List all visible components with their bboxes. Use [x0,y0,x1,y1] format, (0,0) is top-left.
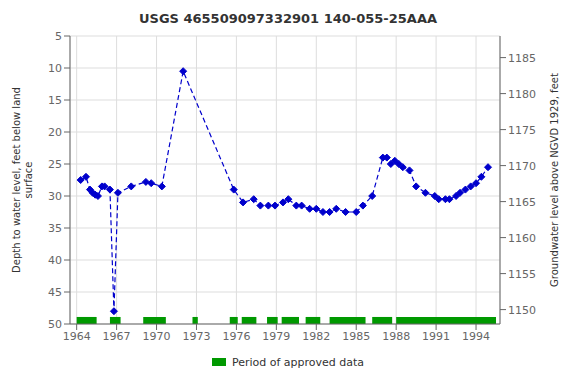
svg-text:1985: 1985 [342,330,370,343]
svg-text:1970: 1970 [143,330,171,343]
svg-text:Depth to water level, feet bel: Depth to water level, feet below landsur… [11,87,34,273]
svg-text:1976: 1976 [222,330,250,343]
svg-text:10: 10 [48,62,62,75]
html-text:Period of approved data: Period of approved data [231,355,365,369]
svg-text:1165: 1165 [508,196,536,209]
svg-text:1160: 1160 [508,232,536,245]
svg-text:1988: 1988 [382,330,410,343]
svg-text:1964: 1964 [63,330,91,343]
svg-text:45: 45 [48,286,62,299]
svg-text:1979: 1979 [262,330,290,343]
svg-text:35: 35 [48,222,62,235]
svg-text:1150: 1150 [508,304,536,317]
svg-text:25: 25 [48,158,62,171]
svg-text:40: 40 [48,254,62,267]
svg-text:1991: 1991 [422,330,450,343]
svg-text:5: 5 [55,30,62,43]
svg-text:1994: 1994 [462,330,490,343]
svg-text:1982: 1982 [302,330,330,343]
svg-text:1185: 1185 [508,52,536,65]
svg-text:20: 20 [48,126,62,139]
svg-text:1967: 1967 [103,330,131,343]
svg-text:15: 15 [48,94,62,107]
svg-text:30: 30 [48,190,62,203]
html-text:USGS 465509097332901 140-055-2: USGS 465509097332901 140-055-25AAA [139,11,437,26]
svg-text:1170: 1170 [508,160,536,173]
svg-text:1175: 1175 [508,124,536,137]
svg-text:1180: 1180 [508,88,536,101]
svg-text:1973: 1973 [182,330,210,343]
svg-text:Groundwater level above NGVD 1: Groundwater level above NGVD 1929, feet [549,73,560,287]
svg-text:50: 50 [48,318,62,331]
svg-text:1155: 1155 [508,268,536,281]
